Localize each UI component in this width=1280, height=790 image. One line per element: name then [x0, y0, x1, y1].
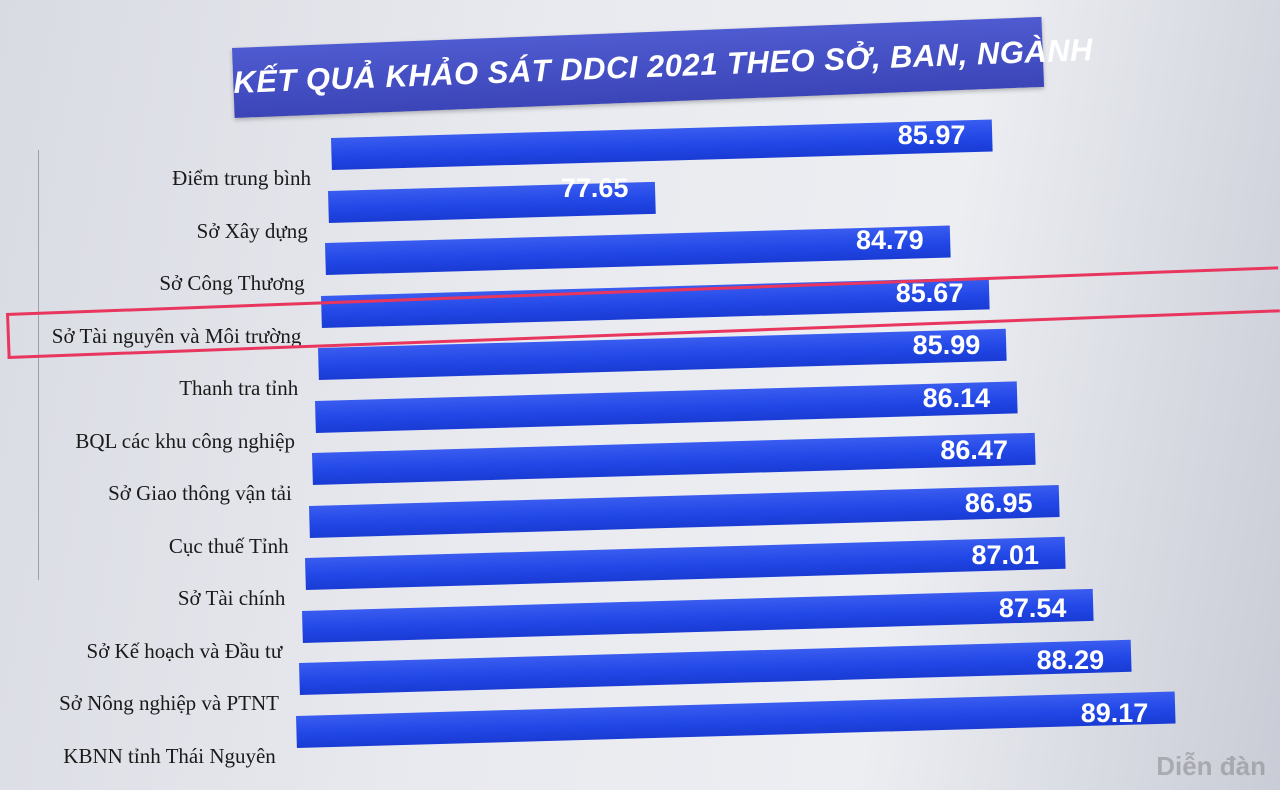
bar-value-label-1: 85.97 — [897, 120, 966, 150]
category-label-2: Sở Xây dựng — [196, 218, 308, 243]
bar-7 — [311, 432, 1035, 485]
watermark-logo: Diễn đàn — [1156, 751, 1266, 781]
chart-title-banner: KẾT QUẢ KHẢO SÁT DDCI 2021 THEO SỞ, BAN,… — [232, 16, 1094, 118]
category-label-12: KBNN tỉnh Thái Nguyên — [63, 743, 276, 768]
bar-10 — [302, 588, 1094, 643]
bar-value-label-10: 87.54 — [998, 592, 1067, 623]
bar-value-label-9: 87.01 — [971, 540, 1040, 570]
bar-11 — [299, 639, 1132, 695]
bar-value-label-6: 86.14 — [922, 382, 991, 413]
bar-value-label-3: 84.79 — [856, 225, 924, 255]
category-label-7: Sở Giao thông vận tải — [108, 481, 292, 505]
bar-12 — [295, 690, 1176, 748]
bar-value-label-5: 85.99 — [912, 330, 981, 360]
category-axis-line — [38, 150, 39, 580]
category-label-3: Sở Công Thương — [159, 271, 305, 295]
category-label-8: Cục thuế Tỉnh — [168, 533, 289, 558]
category-label-6: BQL các khu công nghiệp — [75, 428, 295, 453]
bar-9 — [305, 536, 1067, 590]
bar-value-label-8: 86.95 — [964, 487, 1033, 518]
bar-8 — [308, 484, 1060, 538]
bar-value-label-4: 85.67 — [895, 277, 964, 308]
bar-1 — [331, 119, 993, 170]
bar-value-label-7: 86.47 — [940, 435, 1008, 465]
category-label-1: Điểm trung bình — [172, 166, 311, 190]
bar-value-label-12: 89.17 — [1080, 697, 1149, 728]
chart-title: KẾT QUẢ KHẢO SÁT DDCI 2021 THEO SỞ, BAN,… — [232, 31, 1094, 100]
category-label-4: Sở Tài nguyên và Môi trường — [51, 323, 302, 348]
category-label-11: Sở Nông nghiệp và PTNT — [59, 691, 279, 715]
category-label-10: Sở Kế hoạch và Đầu tư — [86, 638, 283, 663]
category-label-9: Sở Tài chính — [177, 586, 286, 610]
bar-6 — [315, 380, 1018, 433]
bar-value-label-2: 77.65 — [560, 172, 629, 203]
bar-value-label-11: 88.29 — [1036, 645, 1105, 675]
category-label-5: Thanh tra tỉnh — [179, 376, 299, 400]
